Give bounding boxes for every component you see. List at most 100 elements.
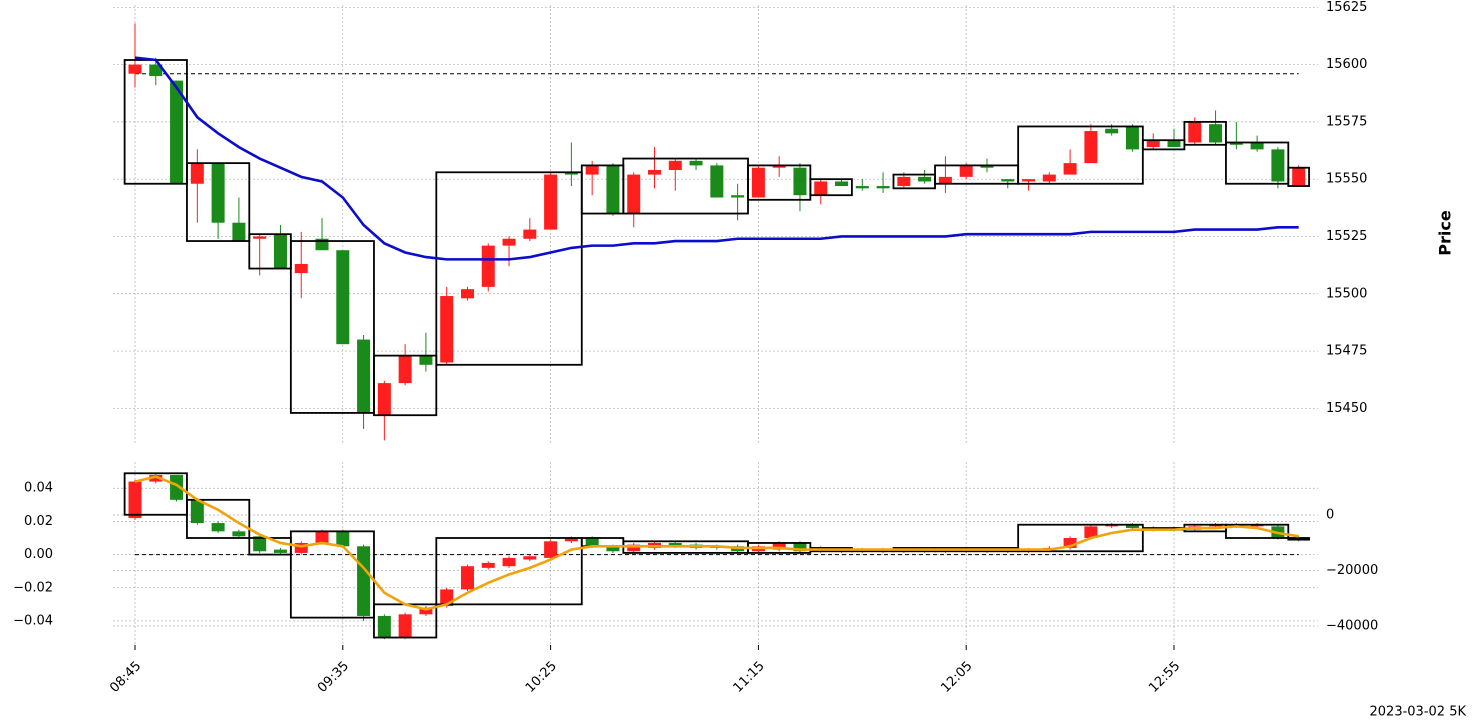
candle-body — [377, 615, 391, 638]
line-series — [134, 56, 1299, 261]
range-box — [289, 530, 375, 619]
candle-body — [460, 566, 474, 590]
candle-body — [1084, 526, 1098, 538]
range-box — [186, 162, 251, 242]
candle-body — [149, 474, 163, 482]
candle-body — [585, 537, 599, 547]
candle-body — [336, 531, 350, 547]
candle-body — [897, 176, 911, 187]
candle-body — [253, 236, 267, 239]
candle-body — [273, 549, 287, 553]
candle-body — [1292, 167, 1306, 187]
candle-body — [793, 542, 807, 552]
y-tick-label: 15550 — [1326, 172, 1367, 187]
candle-body — [273, 234, 287, 269]
candle-body — [835, 181, 849, 187]
candle-body — [1188, 121, 1202, 143]
candle-body — [1042, 174, 1056, 182]
candle-body — [377, 383, 391, 416]
range-box — [809, 178, 853, 197]
candle-body — [170, 80, 184, 184]
candle-body — [440, 296, 454, 363]
candle-body — [710, 165, 724, 198]
candle-body — [294, 263, 308, 274]
candle-body — [315, 238, 329, 251]
candle-body — [357, 546, 371, 616]
candle-body — [502, 557, 516, 567]
y-tick-label: 15525 — [1326, 229, 1367, 244]
candle-body — [211, 163, 225, 223]
candle-body — [814, 181, 828, 196]
y-tick-label: 15625 — [1326, 0, 1367, 15]
candle-body — [564, 537, 578, 542]
candle-body — [606, 546, 620, 552]
y-tick-label: 0.02 — [24, 514, 53, 529]
candle-body — [668, 160, 682, 170]
candle-body — [564, 172, 578, 175]
range-box — [123, 472, 188, 516]
candle-body — [419, 355, 433, 365]
range-box — [373, 354, 438, 417]
range-box — [1287, 166, 1310, 187]
candle-body — [648, 170, 661, 175]
candle-body — [1125, 524, 1139, 529]
candle-body — [1271, 149, 1285, 182]
candle-body — [128, 64, 142, 74]
candle-body — [481, 562, 495, 568]
y-tick-label: 15450 — [1326, 401, 1367, 416]
candle-body — [253, 536, 267, 552]
candle-body — [398, 355, 412, 384]
range-box — [435, 537, 583, 606]
y2-tick-label: −20000 — [1326, 563, 1378, 578]
y-tick-label: 15600 — [1326, 57, 1367, 72]
candle-body — [481, 245, 495, 287]
candle-body — [1209, 124, 1223, 143]
x-tick-label: 10:25 — [523, 659, 560, 696]
x-tick-label: 09:35 — [315, 659, 352, 696]
candle-body — [357, 339, 371, 413]
y-tick-label: −0.02 — [13, 580, 53, 595]
y-tick-label: 15575 — [1326, 114, 1367, 129]
candle-body — [668, 542, 682, 547]
line-series — [134, 475, 1299, 611]
candle-body — [938, 176, 952, 184]
candle-body — [772, 165, 786, 168]
candle-body — [170, 474, 184, 500]
y2-tick-label: 0 — [1326, 507, 1334, 522]
y-tick-label: 0.04 — [24, 481, 53, 496]
candle-body — [211, 523, 225, 532]
candle-body — [1063, 163, 1077, 175]
candle-body — [190, 499, 204, 524]
candle-body — [980, 165, 994, 168]
range-box — [1183, 120, 1227, 146]
x-tick-label: 12:05 — [938, 659, 975, 696]
candle-body — [793, 167, 807, 196]
candle-body — [523, 556, 537, 560]
candle-body — [315, 531, 329, 543]
range-box — [622, 157, 749, 215]
candle-body — [876, 186, 890, 189]
candle-body — [689, 160, 703, 166]
candle-body — [1250, 142, 1264, 150]
candle-body — [1063, 537, 1077, 548]
candle-body — [585, 165, 599, 175]
range-box — [1017, 523, 1144, 553]
candle-body — [149, 64, 163, 77]
candle-body — [502, 238, 516, 246]
candle-body — [959, 165, 973, 177]
range-box — [435, 171, 583, 366]
candle-body — [460, 289, 474, 299]
candle-body — [1167, 140, 1181, 148]
candle-body — [606, 165, 620, 214]
annotation: 2023-03-02 5K — [1370, 705, 1467, 720]
candle-body — [336, 250, 350, 345]
candle-body — [1084, 131, 1098, 164]
candle-body — [128, 481, 142, 519]
y-tick-label: −0.04 — [13, 613, 53, 628]
candle-body — [294, 542, 308, 553]
y2-tick-label: −40000 — [1326, 618, 1378, 633]
candle-body — [627, 174, 641, 214]
candle-body — [544, 541, 558, 558]
y-tick-label: 15500 — [1326, 286, 1367, 301]
